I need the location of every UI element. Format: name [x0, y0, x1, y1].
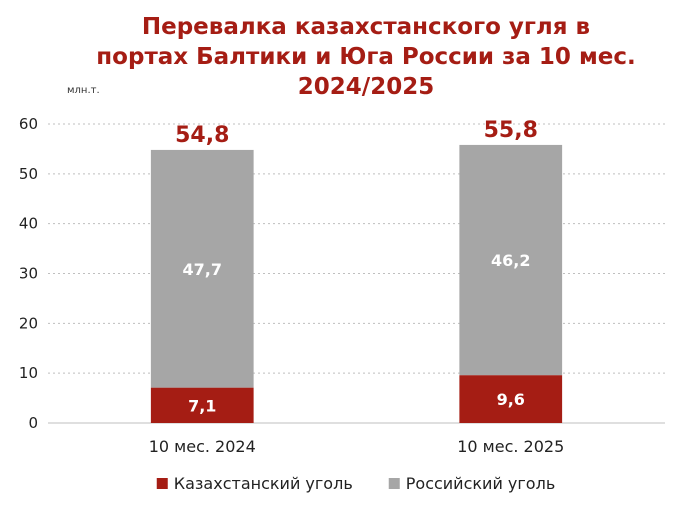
bars: 7,1 47,7 54,8 9,6 46,2 55,8: [150, 118, 563, 423]
legend-label: Российский уголь: [406, 474, 556, 493]
grid-lines: [48, 123, 665, 374]
legend: Казахстанский уголь Российский уголь: [156, 474, 556, 493]
y-tick-label: 0: [28, 414, 38, 432]
chart-title: Перевалка казахстанского угля в портах Б…: [96, 14, 635, 100]
bar-segment-label: 9,6: [497, 390, 525, 409]
y-tick-label: 30: [19, 265, 38, 283]
legend-label: Казахстанский уголь: [174, 474, 353, 493]
chart-title-line-2: портах Балтики и Юга России за 10 мес.: [96, 44, 635, 70]
bar-segment-label: 46,2: [491, 251, 530, 270]
bar-total-label: 55,8: [484, 118, 538, 143]
bar-segment: [150, 387, 254, 423]
y-axis: 0 10 20 30 40 50 60: [19, 115, 665, 432]
chart-title-line-1: Перевалка казахстанского угля в: [142, 14, 590, 40]
bar-segment-label: 7,1: [188, 396, 216, 415]
legend-item: Российский уголь: [388, 474, 556, 493]
y-tick-label: 50: [19, 165, 38, 183]
bar-segment: [150, 149, 254, 388]
legend-swatch: [388, 478, 400, 489]
chart-title-line-3: 2024/2025: [298, 74, 434, 100]
bar-segment-label: 47,7: [183, 260, 222, 279]
x-category-label: 10 мес. 2024: [149, 437, 256, 456]
x-category-label: 10 мес. 2025: [457, 437, 564, 456]
x-axis: 10 мес. 2024 10 мес. 2025: [149, 437, 565, 456]
legend-swatch: [156, 478, 168, 489]
y-tick-label: 20: [19, 314, 38, 332]
legend-item: Казахстанский уголь: [156, 474, 353, 493]
unit-label: млн.т.: [67, 85, 100, 96]
bar-segment: [459, 144, 563, 376]
y-tick-label: 60: [19, 115, 38, 133]
bar-total-label: 54,8: [175, 123, 229, 148]
bar-segment: [459, 375, 563, 423]
y-tick-label: 10: [19, 364, 38, 382]
y-tick-label: 40: [19, 215, 38, 233]
